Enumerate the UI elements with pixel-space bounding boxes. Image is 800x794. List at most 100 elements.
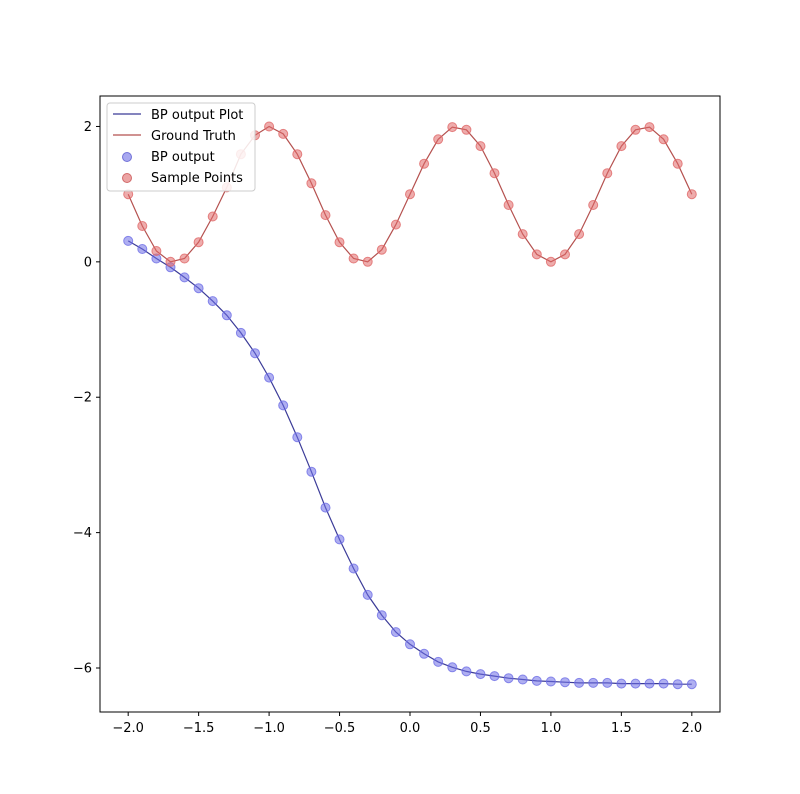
point-sample-points [320,210,331,221]
point-sample-points [503,200,514,210]
point-sample-points [672,158,683,169]
x-tick-label: −1.0 [253,721,285,736]
point-sample-points [658,134,669,145]
point-sample-points [376,244,387,255]
point-bp-output [334,534,345,545]
x-tick-label: 0.5 [470,721,491,736]
series-points-bp-output [123,235,697,690]
point-bp-output [447,662,458,673]
series-points-sample-points [123,121,697,267]
legend-box [106,102,256,192]
y-tick-label: 0 [84,255,92,270]
point-sample-points [179,253,190,264]
point-sample-points [362,256,373,267]
point-bp-output [574,677,585,688]
point-bp-output [390,627,401,638]
y-tick-label: −6 [73,662,92,677]
point-sample-points [292,149,303,160]
point-bp-output [137,244,148,254]
point-bp-output [503,673,514,684]
point-bp-output [630,678,641,689]
legend-label-bp-output: BP output [151,150,215,165]
point-sample-points [278,128,289,139]
point-sample-points [433,134,444,145]
point-sample-points [419,158,430,169]
point-bp-output [616,678,627,689]
point-sample-points [644,122,655,133]
point-bp-output [123,235,134,246]
axis-ticks: −2.0 −1.5 −1.0 −0.5 0.0 0.5 1.0 1.5 2.0 2 0 −2 −4 −6 [73,120,702,736]
point-bp-output [348,563,359,574]
point-bp-output [531,675,542,686]
legend-label-ground-truth: Ground Truth [151,129,236,144]
point-sample-points [306,178,317,189]
axes-frame [99,95,721,713]
point-sample-points [390,219,401,230]
point-bp-output [207,296,218,307]
legend-label-sample-points: Sample Points [151,171,243,186]
legend: BP output Plot Ground Truth BP output Sa… [106,102,256,192]
point-bp-output [419,648,430,659]
point-bp-output [292,432,303,443]
x-tick-label: 1.0 [541,721,562,736]
point-bp-output [278,400,289,411]
point-bp-output [545,676,556,687]
point-sample-points [616,141,627,152]
plot-area [123,121,697,690]
point-sample-points [264,121,275,132]
x-tick-label: −1.5 [183,721,215,736]
point-sample-points [588,200,599,210]
point-bp-output [461,666,472,677]
point-bp-output [320,502,331,513]
point-bp-output [306,466,317,477]
y-tick-label: 2 [84,120,92,135]
point-sample-points [334,237,345,248]
point-bp-output [221,310,232,321]
x-tick-label: 2.0 [681,721,702,736]
point-bp-output [235,327,246,338]
point-bp-output [475,669,486,680]
point-bp-output [193,283,204,294]
point-sample-points [560,249,570,260]
point-sample-points [348,253,359,264]
point-bp-output [405,639,415,650]
point-bp-output [362,589,373,600]
point-sample-points [602,168,613,179]
point-sample-points [545,256,556,267]
point-sample-points [405,189,415,200]
point-sample-points [137,221,148,231]
point-sample-points [686,189,697,200]
point-bp-output [560,677,570,688]
point-sample-points [193,237,204,248]
x-tick-label: −0.5 [324,721,356,736]
point-sample-points [489,168,500,179]
point-sample-points [165,256,176,267]
x-tick-label: −2.0 [112,721,144,736]
legend-swatch-sample-points [122,173,132,183]
point-sample-points [151,246,162,256]
y-tick-label: −2 [73,391,92,406]
point-bp-output [686,679,697,690]
x-tick-label: 1.5 [611,721,632,736]
point-bp-output [489,671,500,682]
point-bp-output [264,372,275,383]
legend-swatch-bp-output [122,152,132,162]
point-bp-output [433,656,444,667]
point-sample-points [517,229,528,240]
point-bp-output [602,677,613,688]
point-bp-output [672,679,683,690]
point-sample-points [574,229,585,240]
point-sample-points [630,124,641,135]
point-sample-points [475,141,486,152]
point-bp-output [517,674,528,685]
point-bp-output [179,272,190,283]
x-tick-label: 0.0 [400,721,421,736]
point-sample-points [207,211,218,222]
point-sample-points [531,249,542,260]
point-sample-points [447,122,458,133]
point-bp-output [644,678,655,689]
point-sample-points [461,124,472,135]
point-bp-output [658,678,669,689]
point-bp-output [250,348,260,359]
